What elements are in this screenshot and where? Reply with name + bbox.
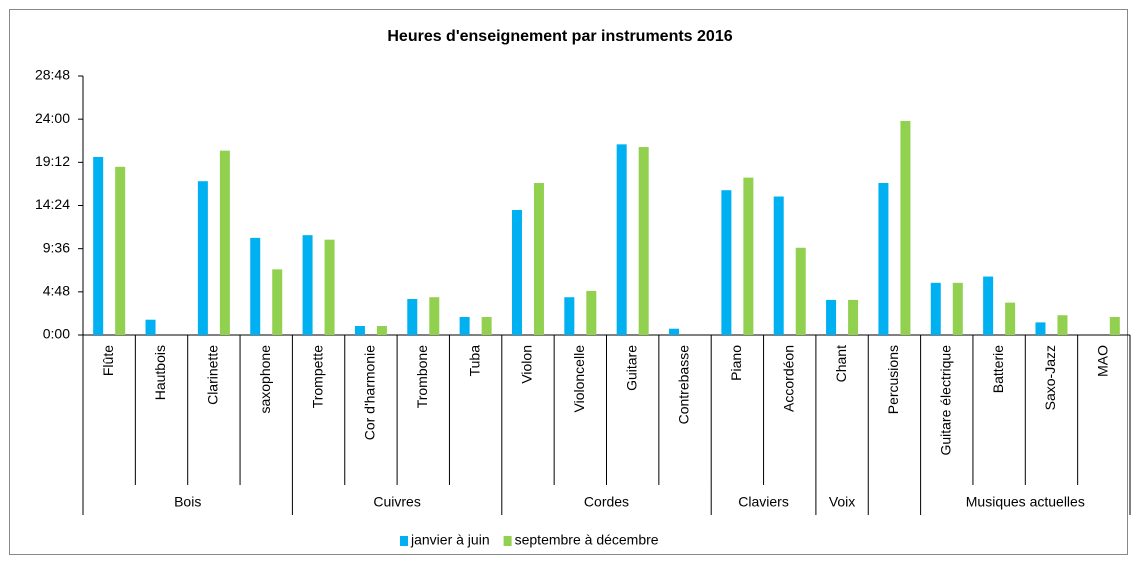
x-tick-label: Hautbois <box>152 345 168 400</box>
x-tick-label: Accordéon <box>780 345 796 412</box>
bar <box>952 282 963 335</box>
group-label: Voix <box>829 494 855 510</box>
group-label: Cuivres <box>373 494 420 510</box>
chart-border <box>9 9 1128 555</box>
x-tick-label: MAO <box>1095 345 1111 377</box>
bar <box>219 150 230 335</box>
bar <box>115 166 126 335</box>
bar <box>983 276 994 335</box>
y-tick-label: 19:12 <box>35 153 70 169</box>
bar <box>481 317 492 335</box>
bar <box>878 183 889 335</box>
y-tick-label: 9:36 <box>43 239 70 255</box>
bar <box>1005 302 1016 335</box>
x-tick-label: Cor d'harmonie <box>362 345 378 440</box>
chart-title: Heures d'enseignement par instruments 20… <box>387 28 732 45</box>
group-label: Cordes <box>584 494 629 510</box>
bar <box>459 317 470 335</box>
bar <box>930 282 941 335</box>
bar <box>1057 315 1068 335</box>
x-tick-label: Batterie <box>990 345 1006 393</box>
bar <box>407 299 418 335</box>
bar <box>900 120 911 336</box>
bar <box>564 297 575 335</box>
bar <box>272 269 283 335</box>
x-tick-label: Percusions <box>885 345 901 414</box>
bar <box>429 297 440 335</box>
y-tick-label: 4:48 <box>43 283 70 299</box>
bar <box>197 181 208 335</box>
group-label: Musiques actuelles <box>966 494 1085 510</box>
bar <box>638 147 649 335</box>
legend-swatch <box>400 536 408 546</box>
x-tick-label: Trombone <box>414 345 430 409</box>
x-tick-label: Guitare <box>623 345 639 391</box>
bar <box>743 177 754 335</box>
group-label: Claviers <box>738 494 789 510</box>
bar <box>302 235 313 335</box>
bar <box>354 326 365 335</box>
bar <box>826 299 837 335</box>
bar <box>533 183 544 335</box>
bar <box>586 290 597 335</box>
bar <box>669 328 680 335</box>
bar <box>795 247 806 335</box>
bar <box>1035 322 1046 335</box>
x-tick-label: Piano <box>728 345 744 381</box>
legend-label: janvier à juin <box>410 532 490 548</box>
x-tick-label: Flûte <box>100 345 116 376</box>
x-tick-label: Chant <box>833 345 849 382</box>
x-tick-label: saxophone <box>257 345 273 414</box>
bar <box>324 239 335 335</box>
bar <box>511 209 522 335</box>
bar <box>773 196 784 335</box>
bar <box>616 144 627 335</box>
bar <box>1109 317 1120 335</box>
y-tick-label: 0:00 <box>43 326 70 342</box>
x-tick-label: Clarinette <box>205 345 221 405</box>
legend-swatch <box>503 536 512 546</box>
x-tick-label: Contrebasse <box>676 345 692 425</box>
legend-label: septembre à décembre <box>515 532 659 548</box>
x-tick-label: Violon <box>519 345 535 384</box>
bar <box>250 237 261 335</box>
bar <box>721 190 732 335</box>
y-tick-label: 24:00 <box>35 110 70 126</box>
x-tick-label: Trompette <box>309 345 325 408</box>
y-tick-label: 14:24 <box>35 196 70 212</box>
x-tick-label: Tuba <box>466 345 482 377</box>
x-tick-label: Violoncelle <box>571 345 587 413</box>
bar <box>848 299 859 335</box>
bar <box>145 319 156 335</box>
group-label: Bois <box>174 494 201 510</box>
x-tick-label: Saxo-Jazz <box>1042 345 1058 410</box>
x-tick-label: Guitare électrique <box>937 345 953 456</box>
bar <box>376 326 387 335</box>
bar <box>93 156 104 335</box>
y-tick-label: 28:48 <box>35 67 70 83</box>
